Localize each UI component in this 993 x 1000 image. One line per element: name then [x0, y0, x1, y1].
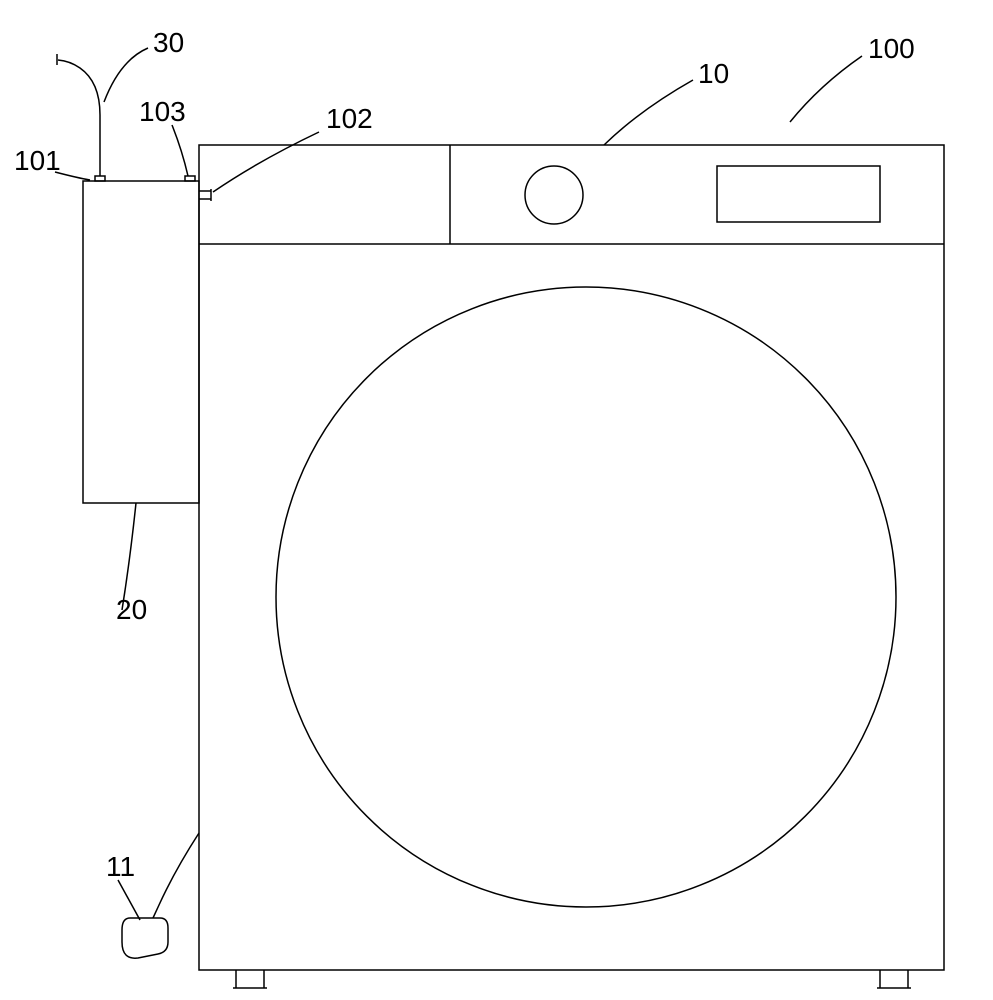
external-tank	[83, 181, 199, 503]
label-103: 103	[139, 96, 186, 127]
machine-body	[199, 145, 944, 970]
tank-outlet-nub	[185, 176, 195, 181]
label-100: 100	[868, 33, 915, 64]
display-screen	[717, 166, 880, 222]
inlet-hose	[58, 60, 100, 176]
label-101: 101	[14, 145, 61, 176]
power-cord	[153, 833, 199, 918]
label-30: 30	[153, 27, 184, 58]
label-20: 20	[116, 594, 147, 625]
label-10: 10	[698, 58, 729, 89]
drum-door	[276, 287, 896, 907]
label-102: 102	[326, 103, 373, 134]
washing-machine-diagram: 30 103 102 10 100 101 20 11	[0, 0, 993, 1000]
label-11: 11	[106, 851, 135, 882]
reference-labels: 30 103 102 10 100 101 20 11	[14, 27, 915, 882]
leader-lines	[55, 48, 862, 920]
machine-feet	[233, 970, 911, 988]
dial-knob	[525, 166, 583, 224]
power-plug	[122, 918, 168, 958]
tank-connector-102	[199, 189, 211, 201]
tank-inlet-nub	[95, 176, 105, 181]
